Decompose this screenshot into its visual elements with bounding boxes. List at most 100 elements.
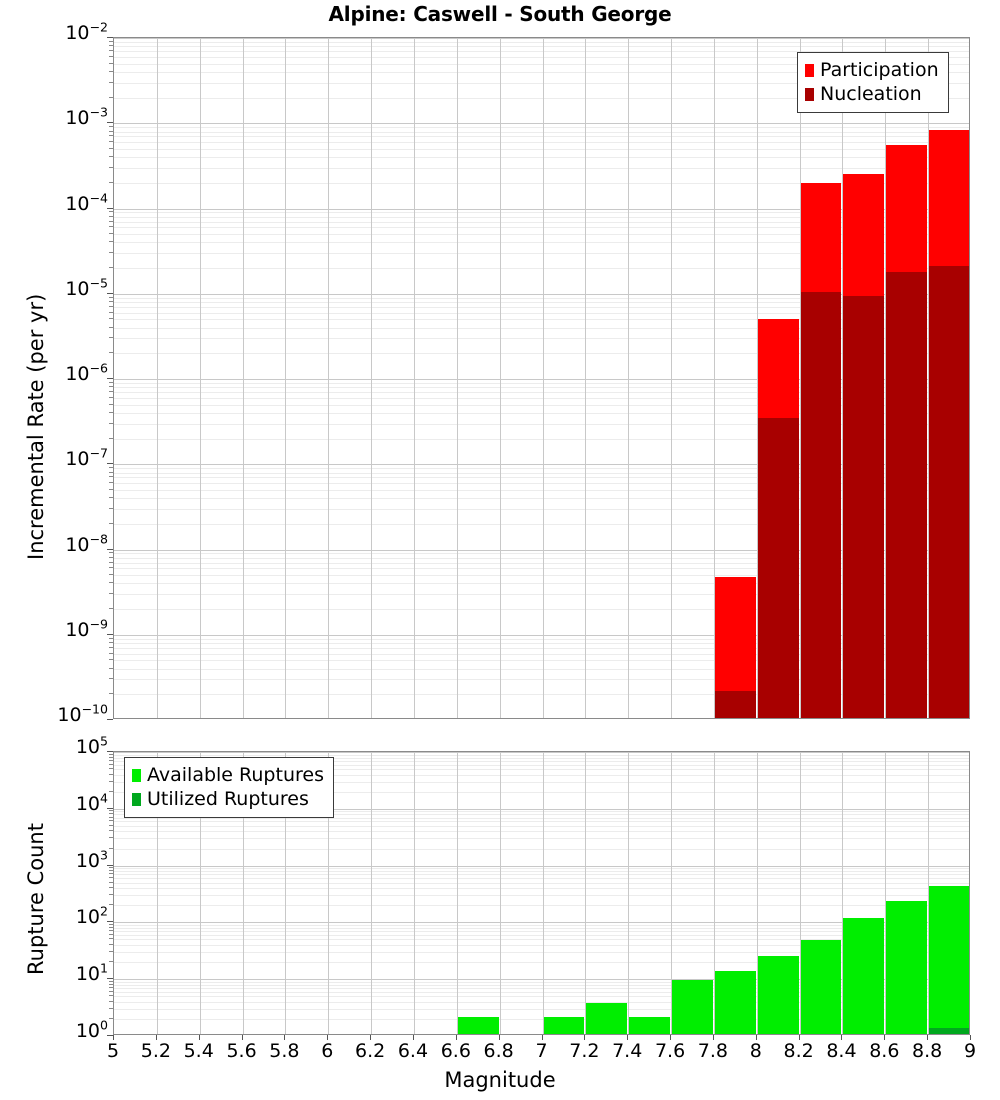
y-tick-mark-minor bbox=[109, 608, 113, 610]
bar-nucleation bbox=[886, 272, 928, 718]
y-tick-mark-minor bbox=[109, 867, 113, 869]
y-tick-mark-minor bbox=[109, 877, 113, 879]
gridline-minor bbox=[114, 888, 969, 890]
gridline-minor bbox=[114, 523, 969, 525]
y-tick-mark-minor bbox=[109, 773, 113, 775]
y-tick-text: 10−10 bbox=[57, 701, 108, 726]
y-tick-mark-minor bbox=[109, 211, 113, 213]
y-tick-mark-minor bbox=[109, 753, 113, 755]
y-tick-mark-minor bbox=[109, 305, 113, 307]
bar-available-ruptures bbox=[586, 1003, 628, 1034]
gridline-minor bbox=[114, 468, 969, 470]
gridline-minor bbox=[114, 984, 969, 986]
x-tick-mark bbox=[412, 1035, 414, 1040]
gridline-minor bbox=[114, 97, 969, 99]
y-tick-mark-minor bbox=[109, 45, 113, 47]
gridline-vertical bbox=[242, 752, 244, 1034]
y-tick-text: 10−6 bbox=[65, 360, 108, 385]
x-tick-label: 8.4 bbox=[826, 1040, 857, 1062]
y-tick-label: 10−9 bbox=[0, 618, 108, 640]
bar-nucleation bbox=[714, 690, 756, 718]
y-tick-mark-minor bbox=[109, 961, 113, 963]
gridline-minor bbox=[114, 643, 969, 644]
x-tick-mark bbox=[712, 1035, 714, 1040]
y-tick-label: 10−3 bbox=[0, 106, 108, 128]
y-tick-mark-minor bbox=[109, 642, 113, 643]
legend-label-nucleation: Nucleation bbox=[820, 82, 922, 105]
y-tick-mark-minor bbox=[109, 567, 113, 569]
y-tick-mark-minor bbox=[109, 637, 113, 639]
y-tick-mark-minor bbox=[109, 96, 113, 98]
gridline-minor bbox=[114, 498, 969, 500]
gridline-vertical bbox=[199, 38, 201, 718]
x-tick-label: 8 bbox=[749, 1040, 762, 1062]
bar-available-ruptures bbox=[543, 1016, 585, 1034]
y-tick-mark-minor bbox=[109, 646, 113, 648]
gridline-minor bbox=[114, 825, 969, 827]
bar-nucleation bbox=[757, 418, 799, 718]
y-tick-mark bbox=[107, 807, 113, 809]
y-tick-mark-minor bbox=[109, 678, 113, 680]
y-tick-mark-minor bbox=[109, 471, 113, 473]
y-tick-mark bbox=[107, 978, 113, 980]
y-tick-mark-minor bbox=[109, 813, 113, 815]
gridline-minor bbox=[114, 996, 969, 998]
x-tick-label: 6.2 bbox=[354, 1040, 386, 1062]
y-tick-mark-minor bbox=[109, 652, 113, 654]
gridline-vertical bbox=[671, 752, 673, 1034]
y-tick-text: 10−2 bbox=[65, 19, 108, 44]
y-tick-mark-minor bbox=[109, 986, 113, 988]
x-tick-label: 6.4 bbox=[397, 1040, 429, 1062]
bar-available-ruptures bbox=[929, 885, 969, 1034]
gridline-minor bbox=[114, 821, 969, 823]
gridline-minor bbox=[114, 338, 969, 340]
page-title: Alpine: Caswell - South George bbox=[328, 2, 672, 26]
y-tick-label: 10−5 bbox=[0, 277, 108, 299]
x-tick-mark bbox=[798, 1035, 800, 1040]
gridline-minor bbox=[114, 774, 969, 776]
x-tick-mark bbox=[755, 1035, 757, 1040]
y-tick-text: 104 bbox=[75, 790, 108, 815]
gridline-minor bbox=[114, 157, 969, 159]
gridline-minor bbox=[114, 148, 969, 150]
legend-swatch-utilized bbox=[132, 792, 141, 806]
x-tick-label: 8.2 bbox=[783, 1040, 814, 1062]
x-tick-label: 7.2 bbox=[569, 1040, 600, 1062]
gridline-vertical bbox=[928, 752, 930, 1034]
y-tick-label: 101 bbox=[0, 962, 108, 984]
y-tick-mark bbox=[107, 292, 113, 294]
y-tick-mark bbox=[107, 633, 113, 635]
gridline-minor bbox=[114, 769, 969, 771]
y-tick-mark-minor bbox=[109, 326, 113, 328]
bar-available-ruptures bbox=[843, 918, 885, 1034]
x-tick-mark bbox=[884, 1035, 886, 1040]
gridline-minor bbox=[114, 234, 969, 236]
x-tick-mark bbox=[927, 1035, 929, 1040]
y-tick-mark-minor bbox=[109, 582, 113, 584]
gridline-minor bbox=[114, 489, 969, 491]
gridline-vertical bbox=[285, 38, 287, 718]
y-tick-label: 100 bbox=[0, 1019, 108, 1041]
y-tick-mark-minor bbox=[109, 938, 113, 940]
y-tick-mark-minor bbox=[109, 467, 113, 469]
y-tick-mark-minor bbox=[109, 391, 113, 393]
x-tick-mark bbox=[970, 1035, 971, 1040]
y-tick-mark-minor bbox=[109, 135, 113, 137]
gridline-minor bbox=[114, 131, 969, 133]
x-tick-mark bbox=[541, 1035, 543, 1040]
x-tick-mark bbox=[670, 1035, 672, 1040]
gridline-vertical bbox=[585, 752, 587, 1034]
gridline-minor bbox=[114, 945, 969, 946]
y-axis-label-top: Incremental Rate (per yr) bbox=[24, 293, 48, 560]
gridline-minor bbox=[114, 472, 969, 474]
gridline-major bbox=[114, 464, 969, 466]
gridline-minor bbox=[114, 1008, 969, 1010]
gridline-minor bbox=[114, 142, 969, 144]
gridline-major bbox=[114, 549, 969, 551]
gridline-minor bbox=[114, 814, 969, 816]
gridline-minor bbox=[114, 653, 969, 655]
y-tick-mark-minor bbox=[109, 156, 113, 158]
y-tick-mark-minor bbox=[109, 693, 113, 695]
gridline-minor bbox=[114, 575, 969, 577]
y-tick-mark bbox=[107, 719, 113, 720]
